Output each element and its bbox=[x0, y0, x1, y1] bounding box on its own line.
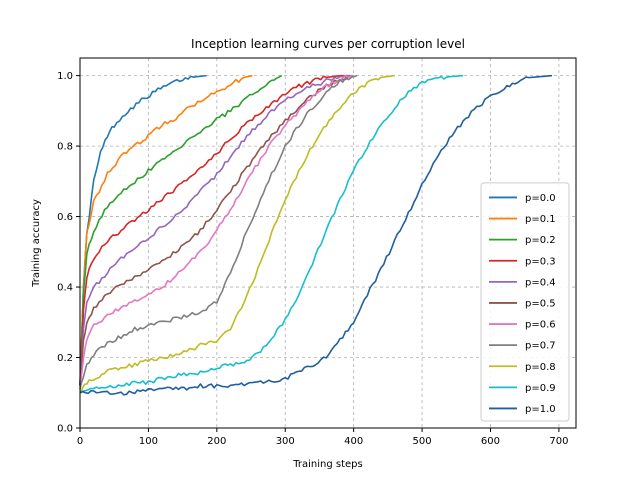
x-axis-label: Training steps bbox=[292, 459, 362, 470]
x-tick-label: 700 bbox=[549, 436, 568, 447]
y-axis-ticks: 0.0 0.2 0.4 0.6 0.8 1.0 bbox=[57, 71, 80, 435]
x-tick-label: 500 bbox=[413, 436, 432, 447]
legend-entry-label: p=0.9 bbox=[525, 383, 556, 394]
series-line-p-0-9 bbox=[79, 74, 464, 394]
x-tick-label: 600 bbox=[481, 436, 500, 447]
legend-entry-label: p=0.1 bbox=[525, 214, 556, 225]
y-tick-label: 0.4 bbox=[57, 283, 73, 294]
series-line-p-0-3 bbox=[79, 74, 351, 386]
legend-entry-label: p=0.0 bbox=[525, 193, 556, 204]
x-tick-label: 100 bbox=[139, 436, 158, 447]
series-line-p-0-4 bbox=[79, 74, 354, 386]
series-line-p-0-0 bbox=[79, 74, 207, 386]
x-tick-label: 400 bbox=[344, 436, 363, 447]
series-line-p-0-8 bbox=[79, 74, 395, 394]
series-line-p-0-1 bbox=[79, 74, 253, 383]
series-line-p-0-2 bbox=[79, 74, 283, 386]
legend-entry-label: p=1.0 bbox=[525, 404, 556, 415]
legend-entry-label: p=0.8 bbox=[525, 362, 556, 373]
legend-entry-label: p=0.3 bbox=[525, 256, 556, 267]
y-tick-label: 0.6 bbox=[57, 212, 73, 223]
legend: p=0.0 p=0.1 p=0.2 p=0.3 p=0.4 p=0.5 p=0.6 p=0.7… bbox=[480, 182, 570, 422]
legend-entry-label: p=0.7 bbox=[525, 341, 556, 352]
legend-entry-label: p=0.2 bbox=[525, 235, 556, 246]
series-line-p-0-6 bbox=[79, 74, 354, 390]
legend-entry-label: p=0.6 bbox=[525, 320, 556, 331]
y-tick-label: 1.0 bbox=[57, 71, 73, 82]
y-axis-label: Training accuracy bbox=[31, 199, 42, 288]
y-tick-label: 0.2 bbox=[57, 353, 73, 364]
legend-entry-label: p=0.4 bbox=[525, 277, 556, 288]
x-tick-label: 200 bbox=[207, 436, 226, 447]
x-axis-ticks: 0 100 200 300 400 500 600 700 bbox=[77, 428, 568, 447]
legend-box bbox=[480, 182, 570, 422]
plot-frame bbox=[79, 57, 577, 429]
y-tick-label: 0.8 bbox=[57, 142, 73, 153]
series-line-p-0-7 bbox=[79, 74, 358, 390]
x-tick-label: 0 bbox=[77, 436, 83, 447]
x-tick-label: 300 bbox=[276, 436, 295, 447]
chart-title: Inception learning curves per corruption… bbox=[191, 37, 465, 51]
series-line-p-1-0 bbox=[79, 74, 553, 396]
y-tick-label: 0.0 bbox=[57, 424, 73, 435]
series-line-p-0-5 bbox=[79, 74, 354, 386]
plot-series-group bbox=[79, 74, 553, 396]
legend-entry-label: p=0.5 bbox=[525, 298, 556, 309]
